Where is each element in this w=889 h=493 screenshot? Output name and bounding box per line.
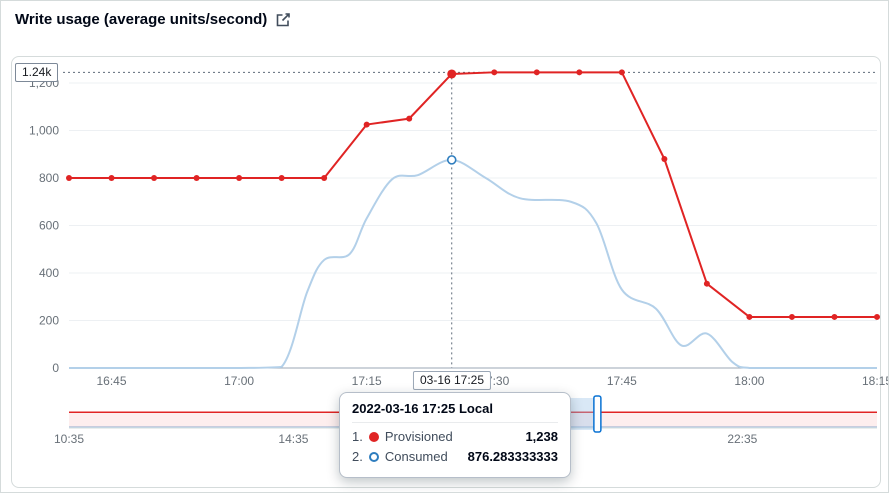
x-tick-label: 17:00 <box>224 374 254 388</box>
provisioned-point-marker <box>151 175 158 181</box>
provisioned-line <box>69 71 877 318</box>
max-value-badge: 1.24k <box>15 63 59 82</box>
provisioned-point-marker <box>491 69 498 76</box>
consumed-line <box>69 158 877 369</box>
chart-tooltip: 2022-03-16 17:25 Local 1. Provisioned 1,… <box>339 392 571 478</box>
crosshair-time-label: 03-16 17:25 <box>412 371 492 390</box>
provisioned-marker-icon <box>368 431 379 442</box>
widget-header: Write usage (average units/second) <box>15 11 291 28</box>
tooltip-series-value: 876.283333333 <box>467 449 558 464</box>
provisioned-point-marker <box>831 313 838 320</box>
tooltip-series-value: 1,238 <box>525 429 558 444</box>
x-tick-label: 17:15 <box>352 374 382 388</box>
provisioned-point-marker <box>66 175 72 181</box>
brush-tick-label: 10:35 <box>54 432 84 446</box>
consumed-highlight-marker <box>446 155 457 165</box>
brush-handle-right[interactable] <box>593 395 602 433</box>
x-tick-label: 16:45 <box>97 374 127 388</box>
tooltip-title: 2022-03-16 17:25 Local <box>352 401 558 423</box>
tooltip-series-label: Consumed <box>384 449 448 464</box>
tooltip-row-index: 2. <box>352 449 363 464</box>
provisioned-point-marker <box>618 69 625 76</box>
provisioned-point-marker <box>321 175 328 181</box>
y-tick-label: 200 <box>39 314 59 328</box>
provisioned-point-marker <box>788 313 795 320</box>
y-tick-label: 1,000 <box>29 124 59 138</box>
edit-icon[interactable] <box>275 12 291 28</box>
brush-tick-label: 22:35 <box>727 432 757 446</box>
x-tick-label: 18:15 <box>862 374 889 388</box>
widget-title: Write usage (average units/second) <box>15 11 268 28</box>
x-tick-label: 18:00 <box>734 374 764 388</box>
tooltip-series-label: Provisioned <box>384 429 453 444</box>
provisioned-point-marker <box>406 115 413 122</box>
consumed-marker-icon <box>368 451 379 462</box>
y-tick-label: 600 <box>39 219 59 233</box>
provisioned-point-marker <box>703 280 710 287</box>
provisioned-highlight-marker <box>447 69 457 79</box>
tooltip-row-provisioned: 1. Provisioned 1,238 <box>352 429 558 444</box>
brush-tick-label: 14:35 <box>278 432 308 446</box>
y-tick-label: 400 <box>39 266 59 280</box>
provisioned-point-marker <box>746 313 753 320</box>
provisioned-point-marker <box>661 156 668 162</box>
x-tick-label: 17:45 <box>607 374 637 388</box>
provisioned-point-marker <box>108 175 115 181</box>
provisioned-point-marker <box>533 69 540 76</box>
provisioned-point-marker <box>236 175 243 181</box>
y-tick-label: 800 <box>39 171 59 185</box>
provisioned-point-marker <box>576 69 583 76</box>
provisioned-point-marker <box>874 313 880 320</box>
provisioned-point-marker <box>278 175 285 181</box>
y-tick-label: 0 <box>52 361 59 375</box>
tooltip-row-consumed: 2. Consumed 876.283333333 <box>352 449 558 464</box>
tooltip-row-index: 1. <box>352 429 363 444</box>
provisioned-point-marker <box>363 121 370 128</box>
provisioned-point-marker <box>193 175 200 181</box>
